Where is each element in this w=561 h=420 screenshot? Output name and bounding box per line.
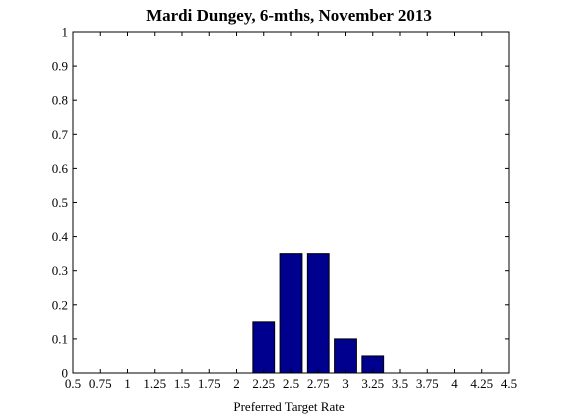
x-tick-label: 1.25 [143, 376, 166, 391]
bar-2.75 [306, 253, 330, 374]
x-tick-label: 2 [233, 376, 240, 391]
y-tick-label: 0.8 [52, 93, 68, 108]
bar-2.5 [279, 253, 303, 374]
y-tick-label: 1 [62, 25, 69, 40]
x-tick-label: 3.5 [392, 376, 408, 391]
x-tick-label: 2.75 [307, 376, 330, 391]
y-tick-label: 0.6 [52, 161, 69, 176]
x-tick-label: 0.75 [89, 376, 112, 391]
chart-title: Mardi Dungey, 6-mths, November 2013 [146, 6, 432, 25]
x-tick-label: 4.5 [501, 376, 517, 391]
x-tick-label: 2.5 [283, 376, 299, 391]
x-tick-label: 4 [451, 376, 458, 391]
plot-frame [72, 31, 510, 374]
x-axis-label: Preferred Target Rate [233, 399, 344, 414]
y-axis-tick-labels: 0 0.1 0.2 0.3 0.4 0.5 0.6 0.7 0.8 0.9 1 [52, 25, 69, 381]
x-tick-label: 1.5 [174, 376, 190, 391]
x-tick-label: 0.5 [65, 376, 81, 391]
x-axis-tick-labels: 0.5 0.75 1 1.25 1.5 1.75 2 2.25 2.5 2.75 3 3.25 3.5 3… [65, 376, 517, 391]
y-tick-label: 0.3 [52, 263, 68, 278]
x-tick-label: 1.75 [198, 376, 221, 391]
x-tick-label: 3 [342, 376, 349, 391]
bar-3 [334, 338, 357, 374]
x-tick-label: 2.25 [252, 376, 275, 391]
x-tick-label: 3.25 [361, 376, 384, 391]
y-tick-label: 0.1 [52, 331, 68, 346]
y-tick-label: 0 [62, 366, 69, 381]
x-tick-label: 4.25 [470, 376, 493, 391]
y-tick-label: 0.7 [52, 127, 69, 142]
y-tick-label: 0.4 [52, 229, 69, 244]
x-tick-label: 3.75 [416, 376, 439, 391]
bar-2.25 [252, 321, 276, 374]
x-tick-label: 1 [124, 376, 131, 391]
bar-series [252, 253, 385, 374]
y-tick-label: 0.9 [52, 59, 68, 74]
y-tick-label: 0.5 [52, 195, 68, 210]
y-tick-label: 0.2 [52, 297, 68, 312]
